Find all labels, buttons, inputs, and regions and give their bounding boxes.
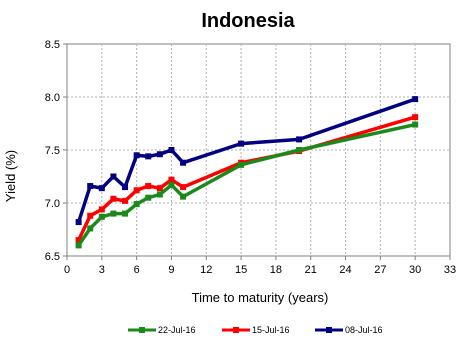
- data-point: [180, 184, 187, 191]
- data-point: [412, 114, 419, 121]
- data-point: [168, 181, 175, 188]
- data-point: [98, 206, 105, 213]
- data-point: [156, 185, 163, 192]
- x-tick-label: 9: [168, 264, 174, 276]
- legend-swatch-marker: [233, 327, 239, 333]
- data-point: [133, 201, 140, 208]
- y-tick-label: 8.5: [45, 39, 60, 51]
- data-point: [75, 237, 82, 244]
- legend-item: 22-Jul-16: [128, 325, 196, 335]
- data-point: [168, 147, 175, 153]
- x-tick-label: 6: [134, 264, 140, 276]
- tick-labels: 0 3 6 9 12 15 18 21 24 27 30 33 6.5 7.0 7.5 8.0 8.5: [45, 39, 456, 276]
- x-tick-label: 12: [200, 264, 212, 276]
- data-point: [180, 159, 187, 166]
- legend-swatch-marker: [326, 327, 332, 333]
- data-point: [296, 136, 303, 143]
- x-tick-label: 27: [374, 264, 386, 276]
- x-tick-label: 33: [444, 264, 456, 276]
- data-point: [180, 193, 187, 200]
- data-point: [110, 210, 117, 217]
- series-22-Jul-16: [75, 121, 419, 249]
- legend-label: 15-Jul-16: [252, 325, 290, 335]
- data-point: [87, 183, 94, 190]
- plot-area: [66, 43, 451, 257]
- x-tick-label: 15: [235, 264, 247, 276]
- chart-title: Indonesia: [201, 10, 295, 32]
- series-layer: [75, 96, 419, 249]
- legend-swatch-marker: [139, 327, 145, 333]
- data-point: [145, 194, 152, 201]
- data-point: [110, 173, 117, 180]
- data-point: [133, 152, 140, 159]
- data-point: [156, 191, 163, 198]
- x-tick-label: 21: [305, 264, 317, 276]
- data-point: [98, 185, 105, 192]
- data-point: [296, 147, 303, 153]
- x-tick-label: 18: [270, 264, 282, 276]
- y-tick-label: 7.5: [45, 145, 60, 157]
- data-point: [122, 197, 129, 204]
- data-point: [122, 184, 129, 191]
- data-point: [145, 153, 152, 160]
- legend-item: 15-Jul-16: [222, 325, 290, 335]
- y-tick-label: 7.0: [45, 198, 60, 210]
- legend-label: 08-Jul-16: [345, 325, 383, 335]
- x-tick-label: 24: [339, 264, 351, 276]
- data-point: [238, 140, 245, 147]
- y-tick-label: 6.5: [45, 251, 60, 263]
- y-tick-label: 8.0: [45, 92, 60, 104]
- data-point: [412, 121, 419, 128]
- x-tick-label: 3: [99, 264, 105, 276]
- data-point: [98, 213, 105, 220]
- x-tick-label: 0: [64, 264, 70, 276]
- data-point: [87, 212, 94, 219]
- data-point: [133, 187, 140, 194]
- data-point: [145, 183, 152, 190]
- data-point: [412, 96, 419, 103]
- data-point: [238, 161, 245, 168]
- data-point: [87, 225, 94, 232]
- data-point: [75, 242, 82, 249]
- x-axis-label: Time to maturity (years): [192, 290, 329, 305]
- x-tick-label: 30: [409, 264, 421, 276]
- legend-item: 08-Jul-16: [315, 325, 383, 335]
- legend-label: 22-Jul-16: [158, 325, 196, 335]
- legend: 22-Jul-16 15-Jul-16 08-Jul-16: [128, 325, 383, 335]
- series-08-Jul-16: [75, 96, 419, 226]
- y-axis-label: Yield (%): [3, 150, 18, 202]
- data-point: [122, 210, 129, 217]
- data-point: [75, 219, 82, 226]
- data-point: [156, 151, 163, 158]
- data-point: [110, 195, 117, 202]
- data-point: [168, 176, 175, 183]
